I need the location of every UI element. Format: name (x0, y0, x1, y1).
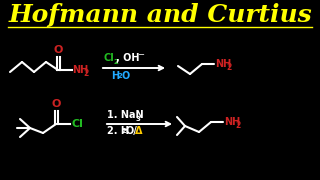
Text: −: − (137, 50, 144, 59)
Text: 2: 2 (83, 69, 88, 78)
Text: NH: NH (224, 117, 240, 127)
Text: 2. H: 2. H (107, 126, 129, 136)
Text: 2: 2 (226, 62, 231, 71)
Text: 2: 2 (118, 73, 123, 79)
Text: O/: O/ (125, 126, 137, 136)
Text: 3: 3 (136, 116, 141, 122)
Text: , OH: , OH (116, 53, 140, 63)
Text: NH: NH (215, 59, 231, 69)
Text: 1. NaN: 1. NaN (107, 110, 144, 120)
Text: NH: NH (72, 65, 88, 75)
Text: O: O (54, 45, 63, 55)
Text: Δ: Δ (135, 126, 142, 136)
Text: 2: 2 (235, 120, 240, 129)
Text: Hofmann and Curtius: Hofmann and Curtius (8, 3, 312, 27)
Text: Cl: Cl (71, 119, 83, 129)
Text: 2: 2 (113, 59, 118, 65)
Text: O: O (121, 71, 129, 81)
Text: H: H (111, 71, 119, 81)
Text: Cl: Cl (104, 53, 115, 63)
Text: 2: 2 (122, 128, 127, 134)
Text: O: O (52, 99, 61, 109)
